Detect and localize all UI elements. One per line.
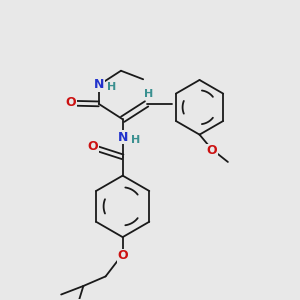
Text: O: O (65, 96, 76, 109)
Text: H: H (107, 82, 116, 92)
Text: O: O (88, 140, 98, 153)
Text: N: N (118, 131, 128, 144)
Text: O: O (117, 249, 128, 262)
Text: O: O (207, 144, 217, 157)
Text: H: H (144, 88, 153, 99)
Text: H: H (131, 135, 140, 145)
Text: N: N (94, 78, 104, 91)
